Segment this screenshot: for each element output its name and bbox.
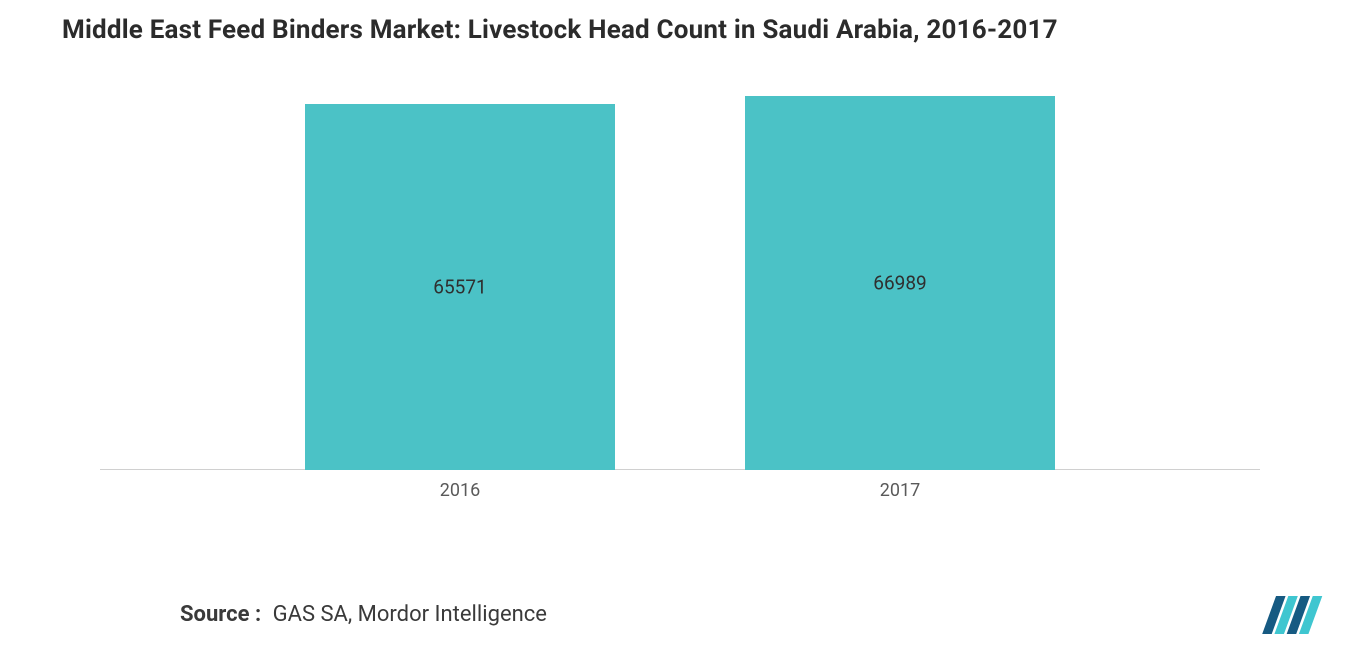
logo-svg xyxy=(1258,593,1326,637)
source-text: GAS SA, Mordor Intelligence xyxy=(273,602,547,627)
chart-title: Middle East Feed Binders Market: Livesto… xyxy=(62,15,1326,45)
x-axis-label: 2016 xyxy=(305,474,615,510)
bar-value-label: 65571 xyxy=(305,276,615,299)
bar-value-label: 66989 xyxy=(745,272,1055,295)
bar-chart: 65571 66989 2016 2017 xyxy=(100,90,1260,510)
bar-slot: 65571 xyxy=(305,104,615,470)
mordor-logo-icon xyxy=(1258,593,1326,637)
x-axis-label: 2017 xyxy=(745,474,1055,510)
x-axis-labels: 2016 2017 xyxy=(100,474,1260,510)
source-label: Source : xyxy=(180,602,261,627)
bar-slot: 66989 xyxy=(745,96,1055,470)
bars-container: 65571 66989 xyxy=(100,90,1260,470)
bar-2017: 66989 xyxy=(745,96,1055,470)
source-attribution: Source : GAS SA, Mordor Intelligence xyxy=(180,602,547,627)
chart-page: Middle East Feed Binders Market: Livesto… xyxy=(0,0,1366,655)
bar-2016: 65571 xyxy=(305,104,615,470)
